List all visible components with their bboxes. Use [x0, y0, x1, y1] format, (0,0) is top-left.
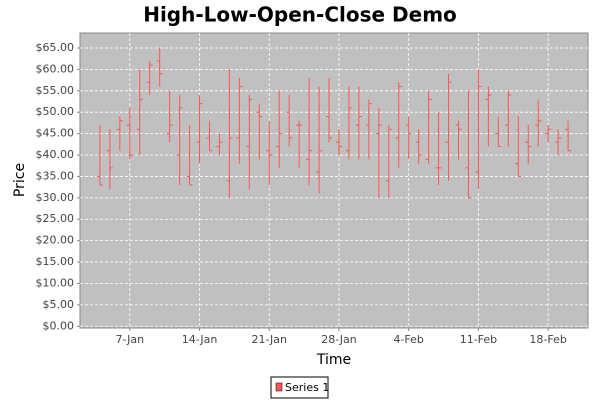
x-tick-label: 14-Jan — [182, 333, 218, 346]
x-tick-label: 28-Jan — [321, 333, 357, 346]
x-tick-label: 7-Jan — [116, 333, 145, 346]
y-tick-label: $55.00 — [36, 84, 75, 97]
y-tick-label: $60.00 — [36, 62, 75, 75]
y-tick-label: $20.00 — [36, 234, 75, 247]
x-tick-label: 11-Feb — [460, 333, 497, 346]
y-tick-label: $10.00 — [36, 276, 75, 289]
y-tick-label: $65.00 — [36, 41, 75, 54]
x-tick-label: 18-Feb — [529, 333, 566, 346]
y-tick-label: $30.00 — [36, 191, 75, 204]
legend-swatch — [275, 382, 283, 392]
y-tick-label: $0.00 — [43, 319, 75, 332]
x-tick-label: 21-Jan — [251, 333, 287, 346]
y-tick-label: $40.00 — [36, 148, 75, 161]
plot-area — [79, 32, 589, 329]
legend-label: Series 1 — [285, 381, 329, 394]
legend — [270, 376, 329, 399]
y-tick-label: $50.00 — [36, 105, 75, 118]
x-tick-label: 4-Feb — [393, 333, 423, 346]
y-tick-label: $15.00 — [36, 255, 75, 268]
chart-title: High-Low-Open-Close Demo — [143, 3, 457, 27]
y-tick-label: $35.00 — [36, 169, 75, 182]
x-axis-label: Time — [316, 352, 351, 368]
y-tick-label: $25.00 — [36, 212, 75, 225]
y-tick-label: $5.00 — [43, 298, 75, 311]
y-axis-label: Price — [12, 163, 28, 197]
y-tick-label: $45.00 — [36, 127, 75, 140]
